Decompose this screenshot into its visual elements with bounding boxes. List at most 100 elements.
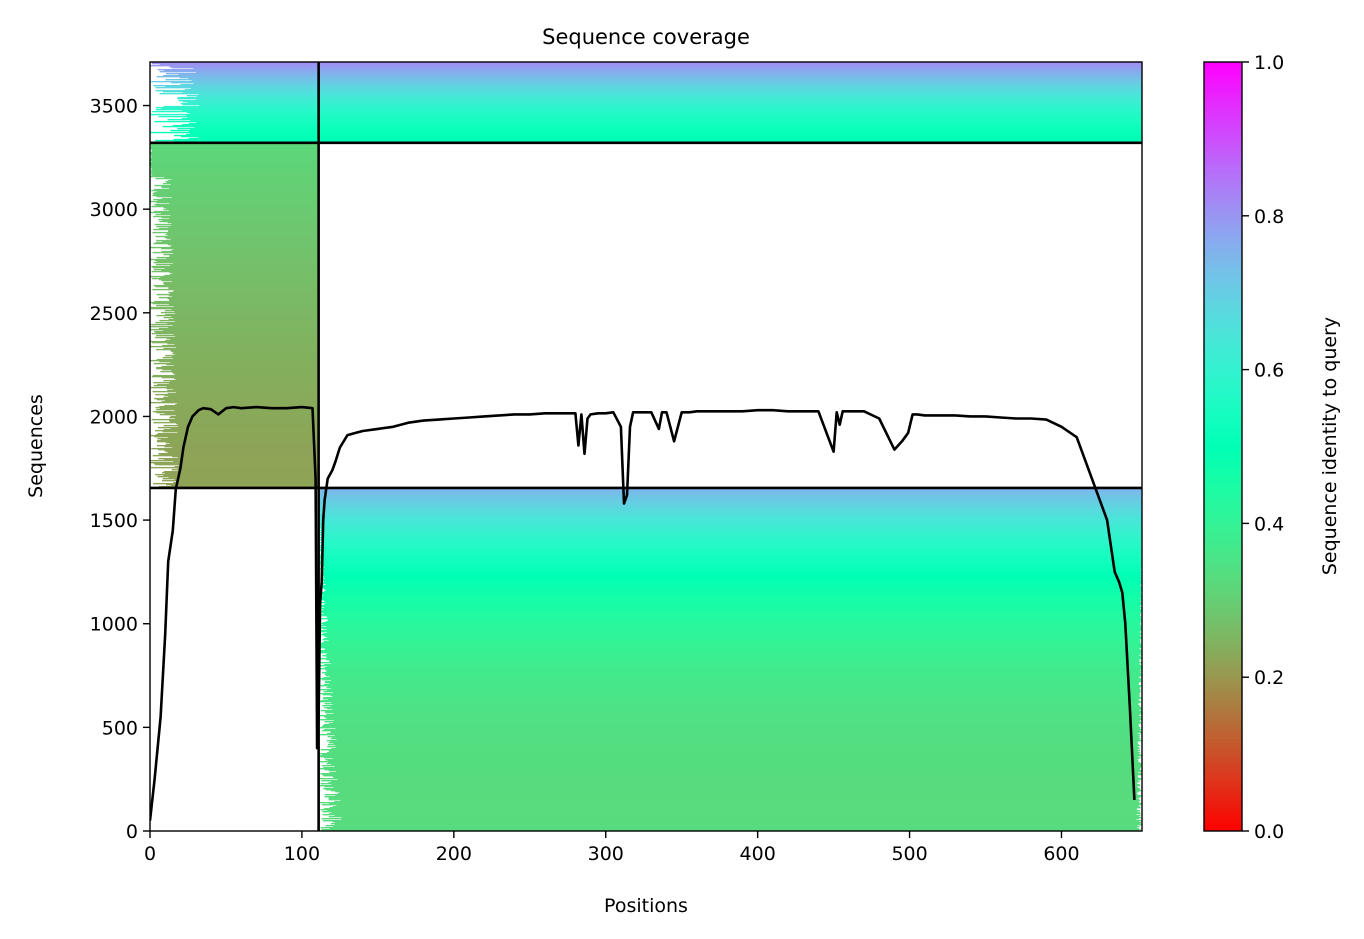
- colorbar-segment: [1204, 531, 1242, 536]
- heatmap-row: [151, 167, 319, 170]
- heatmap-row: [150, 211, 319, 214]
- heatmap-row: [172, 455, 319, 458]
- heatmap-row: [176, 402, 319, 405]
- heatmap-row: [168, 226, 319, 229]
- heatmap-row: [325, 716, 1140, 719]
- heatmap-row: [324, 808, 1137, 810]
- heatmap-row: [151, 189, 319, 192]
- colorbar-segment: [1204, 627, 1242, 632]
- colorbar-segment: [1204, 188, 1242, 194]
- heatmap-row: [174, 134, 1142, 137]
- heatmap-row: [174, 417, 319, 420]
- x-tick-label: 0: [144, 843, 156, 865]
- heatmap-row: [320, 593, 1142, 596]
- heatmap-row: [320, 782, 1137, 785]
- heatmap-row: [158, 457, 319, 460]
- heatmap-row: [170, 214, 319, 217]
- heatmap-row: [150, 131, 1142, 134]
- heatmap-row: [320, 595, 1141, 598]
- heatmap-row: [171, 468, 319, 471]
- heatmap-row: [157, 439, 319, 442]
- colorbar-segment: [1204, 285, 1242, 290]
- heatmap-row: [170, 183, 319, 186]
- heatmap-row: [321, 547, 1142, 550]
- heatmap-row: [161, 250, 319, 253]
- heatmap-row: [150, 461, 319, 464]
- colorbar-segment: [1204, 311, 1242, 317]
- heatmap-row: [151, 447, 319, 450]
- heatmap-row: [332, 695, 1140, 698]
- heatmap-row: [326, 655, 1141, 658]
- heatmap-row: [171, 224, 319, 227]
- heatmap-row: [164, 394, 319, 397]
- colorbar-segment: [1204, 165, 1242, 171]
- heatmap-row: [320, 521, 1142, 524]
- heatmap-row: [320, 573, 1141, 576]
- colorbar-segment: [1204, 773, 1242, 778]
- heatmap-row: [322, 654, 1140, 657]
- colorbar-segment: [1204, 604, 1242, 609]
- heatmap-row: [151, 63, 1142, 65]
- heatmap-row: [323, 723, 1139, 726]
- heatmap-row: [333, 742, 1138, 745]
- colorbar-label: Sequence identity to query: [1319, 317, 1341, 575]
- heatmap-row: [165, 78, 1142, 81]
- heatmap-row: [165, 443, 319, 446]
- y-tick-label: 3000: [90, 199, 138, 221]
- colorbar-segment: [1204, 757, 1242, 763]
- heatmap-row: [333, 776, 1139, 779]
- heatmap-block: [318, 487, 1142, 831]
- heatmap-row: [319, 507, 1142, 510]
- heatmap-row: [324, 706, 1142, 709]
- heatmap-row: [156, 411, 319, 414]
- colorbar-segment: [1204, 81, 1242, 86]
- heatmap-row: [324, 590, 1141, 593]
- heatmap-row: [326, 739, 1142, 742]
- colorbar-segment: [1204, 350, 1242, 355]
- heatmap-row: [164, 267, 319, 270]
- heatmap-row: [318, 523, 1142, 526]
- heatmap-row: [332, 806, 1140, 808]
- colorbar-segment: [1204, 565, 1242, 571]
- heatmap-row: [327, 636, 1142, 639]
- heatmap-row: [319, 549, 1142, 552]
- heatmap-row: [319, 536, 1142, 539]
- heatmap-row: [158, 448, 319, 451]
- heatmap-row: [319, 802, 1140, 804]
- heatmap-row: [320, 525, 1142, 528]
- heatmap-row: [153, 384, 319, 387]
- heatmap-row: [178, 73, 1142, 76]
- y-tick-label: 500: [102, 717, 138, 739]
- colorbar-segment: [1204, 554, 1242, 559]
- heatmap-row: [319, 643, 1142, 646]
- heatmap-row: [322, 550, 1142, 553]
- heatmap-row: [334, 734, 1139, 737]
- colorbar-segment: [1204, 657, 1242, 663]
- heatmap-row: [326, 620, 1142, 623]
- colorbar-segment: [1204, 154, 1242, 159]
- heatmap-row: [322, 627, 1142, 630]
- heatmap-row: [320, 772, 1142, 775]
- colorbar-segment: [1204, 573, 1242, 578]
- heatmap-row: [335, 795, 1142, 797]
- heatmap-row: [320, 560, 1142, 563]
- heatmap-row: [175, 312, 319, 315]
- heatmap-row: [330, 823, 1141, 825]
- heatmap-row: [181, 109, 1142, 112]
- heatmap-row: [321, 551, 1142, 554]
- heatmap-row: [169, 254, 319, 257]
- heatmap-row: [157, 383, 319, 386]
- heatmap-row: [155, 241, 319, 244]
- heatmap-row: [326, 631, 1141, 634]
- heatmap-row: [187, 116, 1142, 119]
- heatmap-row: [151, 156, 319, 159]
- heatmap-row: [167, 322, 319, 325]
- heatmap-row: [198, 136, 1142, 139]
- heatmap-row: [151, 110, 1142, 113]
- heatmap-row: [156, 225, 319, 228]
- heatmap-row: [178, 464, 319, 467]
- heatmap-row: [150, 143, 319, 146]
- heatmap-row: [319, 642, 1141, 645]
- heatmap-row: [174, 465, 319, 468]
- heatmap-row: [318, 493, 1142, 496]
